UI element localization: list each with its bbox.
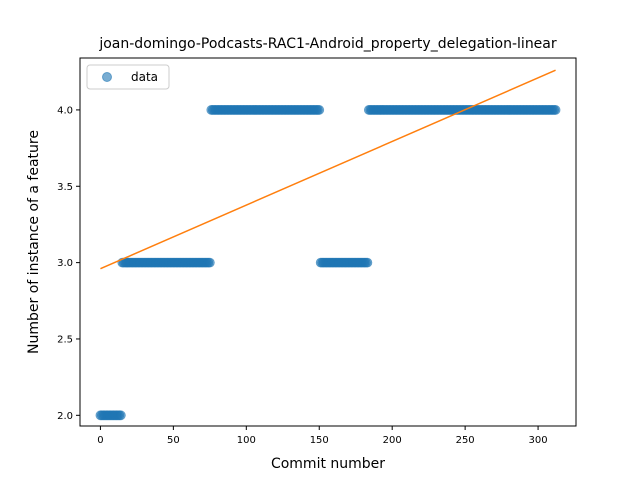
y-tick-label: 2.0 [57, 411, 73, 422]
legend-label-data: data [131, 70, 158, 84]
legend: data [86, 64, 170, 90]
axes-frame [79, 57, 577, 427]
legend-box [86, 64, 170, 90]
data-point [204, 257, 215, 268]
x-tick-label: 250 [456, 435, 475, 446]
x-axis: 0 50 100 150 200 250 300 [97, 426, 548, 446]
x-tick-label: 150 [310, 435, 329, 446]
y-tick-label: 3.0 [57, 258, 73, 269]
y-tick-label: 4.0 [57, 105, 73, 116]
chart-title: joan-domingo-Podcasts-RAC1-Android_prope… [98, 36, 557, 52]
x-tick-label: 50 [167, 435, 180, 446]
data-point [314, 105, 325, 115]
x-axis-label: Commit number [271, 456, 385, 472]
x-tick-label: 100 [237, 435, 256, 446]
x-tick-label: 300 [529, 435, 548, 446]
data-point [362, 257, 373, 268]
y-axis-label: Number of instance of a feature [26, 130, 42, 354]
fit-line [100, 69, 556, 270]
y-tick-label: 2.5 [57, 334, 73, 345]
plot-area [95, 69, 561, 421]
data-point [115, 410, 126, 421]
y-tick-label: 3.5 [57, 182, 73, 193]
y-axis: 2.0 2.5 3.0 3.5 4.0 [57, 105, 80, 422]
x-tick-label: 200 [383, 435, 402, 446]
x-tick-label: 0 [97, 435, 103, 446]
legend-marker-data [102, 72, 112, 82]
data-point [550, 105, 561, 115]
